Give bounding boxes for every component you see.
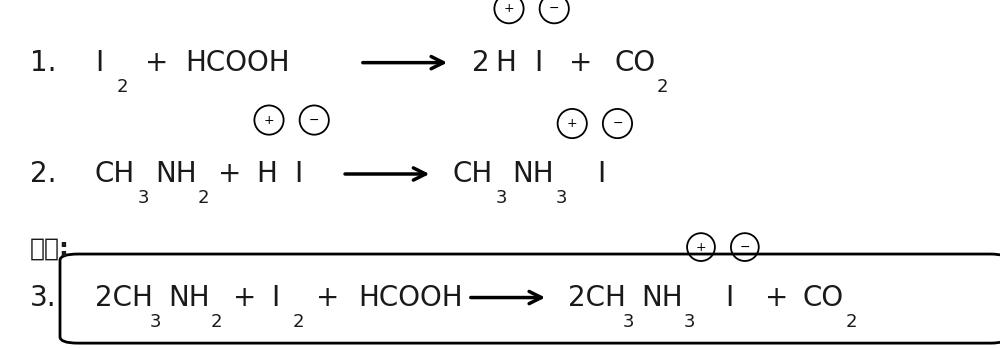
Text: NH: NH [641,284,683,311]
Text: −: − [612,117,623,130]
Text: −: − [549,2,559,15]
Text: +: + [696,240,706,254]
Text: 3.: 3. [30,284,57,311]
FancyBboxPatch shape [60,254,1000,343]
Text: +: + [145,49,168,77]
Text: +: + [504,2,514,15]
Text: 总结:: 总结: [30,237,70,261]
Text: +: + [567,117,578,130]
Text: I: I [95,49,103,77]
Text: 2: 2 [117,78,128,96]
Text: CO: CO [803,284,844,311]
Text: 3: 3 [150,313,162,331]
Text: NH: NH [155,160,197,188]
Text: 3: 3 [555,189,567,207]
Text: 2: 2 [472,49,490,77]
Text: HCOOH: HCOOH [358,284,463,311]
Text: 2: 2 [656,78,668,96]
Text: H: H [495,49,516,77]
Text: NH: NH [512,160,554,188]
Text: H: H [256,160,277,188]
Text: CH: CH [452,160,492,188]
Text: −: − [309,113,319,127]
Text: I: I [597,160,606,188]
Text: −: − [740,240,750,254]
Text: I: I [725,284,733,311]
Text: NH: NH [168,284,210,311]
Text: 2.: 2. [30,160,56,188]
Text: 2: 2 [293,313,304,331]
Text: +: + [218,160,241,188]
Text: 3: 3 [495,189,507,207]
Text: CH: CH [95,160,135,188]
Text: I: I [534,49,542,77]
Text: HCOOH: HCOOH [185,49,290,77]
Text: 2CH: 2CH [95,284,153,311]
Text: I: I [294,160,302,188]
Text: +: + [233,284,256,311]
Text: +: + [264,113,274,127]
Text: 2: 2 [198,189,210,207]
Text: CO: CO [614,49,655,77]
Text: 2: 2 [211,313,222,331]
Text: 1.: 1. [30,49,56,77]
Text: I: I [271,284,279,311]
Text: 3: 3 [684,313,695,331]
Text: 2CH: 2CH [568,284,626,311]
Text: 3: 3 [623,313,635,331]
Text: 2: 2 [846,313,857,331]
Text: +: + [569,49,593,77]
Text: +: + [765,284,788,311]
Text: 3: 3 [138,189,150,207]
Text: +: + [316,284,339,311]
